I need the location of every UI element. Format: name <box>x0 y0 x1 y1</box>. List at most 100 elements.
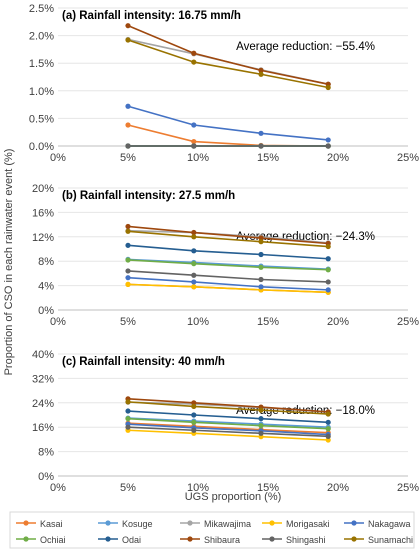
y-tick-label: 12% <box>32 232 54 244</box>
data-point <box>325 419 331 425</box>
legend-item: Mikawajima <box>180 519 251 529</box>
data-point <box>258 67 264 73</box>
chart-panel: 0% 4% 8% 12% 16% 20% 0% 5% 10% 15% 20% 25% (b) Rainf… <box>32 183 419 328</box>
y-tick-label: 0% <box>38 471 54 483</box>
series-shingashi <box>125 268 331 285</box>
data-point <box>125 37 131 43</box>
legend-item: Shingashi <box>262 535 326 545</box>
series-morigasaki <box>125 427 331 443</box>
series-odai <box>125 408 331 425</box>
legend-frame <box>9 511 415 549</box>
y-tick-label: 0% <box>38 305 54 317</box>
series-line <box>127 225 329 245</box>
series-nakagawa <box>125 103 331 143</box>
legend-label: Shibaura <box>204 535 240 545</box>
data-point <box>325 137 331 143</box>
x-tick-label: 5% <box>120 316 136 328</box>
x-tick-label: 5% <box>120 152 136 164</box>
y-axis-label: Proportion of CSO in each rainwater even… <box>3 149 15 376</box>
x-tick-label: 15% <box>257 482 279 494</box>
y-tick-label: 32% <box>32 373 54 385</box>
legend-label: Kasai <box>40 519 63 529</box>
data-point <box>125 23 131 29</box>
series-line <box>127 259 329 271</box>
legend-label: Sunamachi <box>368 535 413 545</box>
data-point <box>325 267 331 273</box>
series-line <box>127 258 329 270</box>
series-line <box>127 426 329 438</box>
series-ochiai <box>125 257 331 273</box>
data-point <box>325 84 331 91</box>
data-point <box>191 143 197 149</box>
data-point <box>125 143 131 149</box>
data-point <box>325 143 331 149</box>
data-point <box>258 430 264 436</box>
series-line <box>127 283 329 294</box>
series-line <box>127 244 329 260</box>
legend-item: Sunamachi <box>344 535 413 545</box>
legend-item: Kasai <box>16 519 63 529</box>
data-point <box>191 427 197 433</box>
data-point <box>258 407 264 413</box>
series-sunamachi <box>125 399 331 417</box>
x-tick-label: 15% <box>257 316 279 328</box>
data-point <box>325 426 331 432</box>
series-line <box>127 417 329 428</box>
series-line <box>127 39 329 89</box>
chart-panel: 0% 8% 16% 24% 32% 40% 0% 5% 10% 15% 20% 25% (c) Rain… <box>32 349 419 494</box>
panel-title: (c) Rainfall intensity: 40 mm/h <box>62 356 225 368</box>
legend-item: Shibaura <box>180 535 240 545</box>
y-tick-label: 8% <box>38 256 54 268</box>
x-tick-label: 20% <box>327 316 349 328</box>
data-point <box>258 251 264 258</box>
panel-title: (a) Rainfall intensity: 16.75 mm/h <box>62 10 241 22</box>
legend-label: Ochiai <box>40 535 66 545</box>
data-point <box>125 281 131 287</box>
legend-label: Shingashi <box>286 535 326 545</box>
series-line <box>127 105 329 141</box>
data-point <box>325 279 331 285</box>
series-line <box>127 423 329 436</box>
data-point <box>258 239 264 245</box>
data-point <box>191 59 197 65</box>
x-tick-label: 10% <box>187 316 209 328</box>
data-point <box>125 223 131 230</box>
x-axis-label: UGS proportion (%) <box>185 491 282 503</box>
x-tick-label: 0% <box>50 482 66 494</box>
x-tick-label: 0% <box>50 316 66 328</box>
x-tick-label: 20% <box>327 482 349 494</box>
legend-swatch-marker <box>105 520 111 526</box>
legend-item: Ochiai <box>16 535 66 545</box>
legend-swatch-marker <box>23 520 29 526</box>
data-point <box>191 248 197 254</box>
data-point <box>258 130 264 136</box>
data-point <box>258 264 264 270</box>
data-point <box>125 257 131 263</box>
x-tick-label: 25% <box>397 316 419 328</box>
y-tick-label: 2.0% <box>29 31 54 43</box>
y-tick-label: 16% <box>32 207 54 219</box>
series-line <box>127 422 329 434</box>
y-tick-label: 1.5% <box>29 58 54 70</box>
legend-swatch-marker <box>187 520 193 526</box>
legend-swatch-marker <box>269 536 275 542</box>
x-tick-label: 0% <box>50 152 66 164</box>
data-point <box>325 256 331 262</box>
legend-swatch-marker <box>187 536 193 542</box>
legend-swatch-marker <box>269 520 275 526</box>
data-point <box>325 437 331 443</box>
legend-label: Odai <box>122 535 141 545</box>
data-point <box>125 408 131 414</box>
legend-item: Kosuge <box>98 519 153 529</box>
data-point <box>125 416 131 422</box>
data-point <box>125 268 131 274</box>
legend-swatch-marker <box>351 520 357 526</box>
series-nakagawa <box>125 275 331 293</box>
data-point <box>125 122 131 128</box>
legend-swatch-marker <box>105 536 111 542</box>
series-line <box>127 24 329 85</box>
data-point <box>191 234 197 240</box>
y-tick-label: 1.0% <box>29 86 54 98</box>
